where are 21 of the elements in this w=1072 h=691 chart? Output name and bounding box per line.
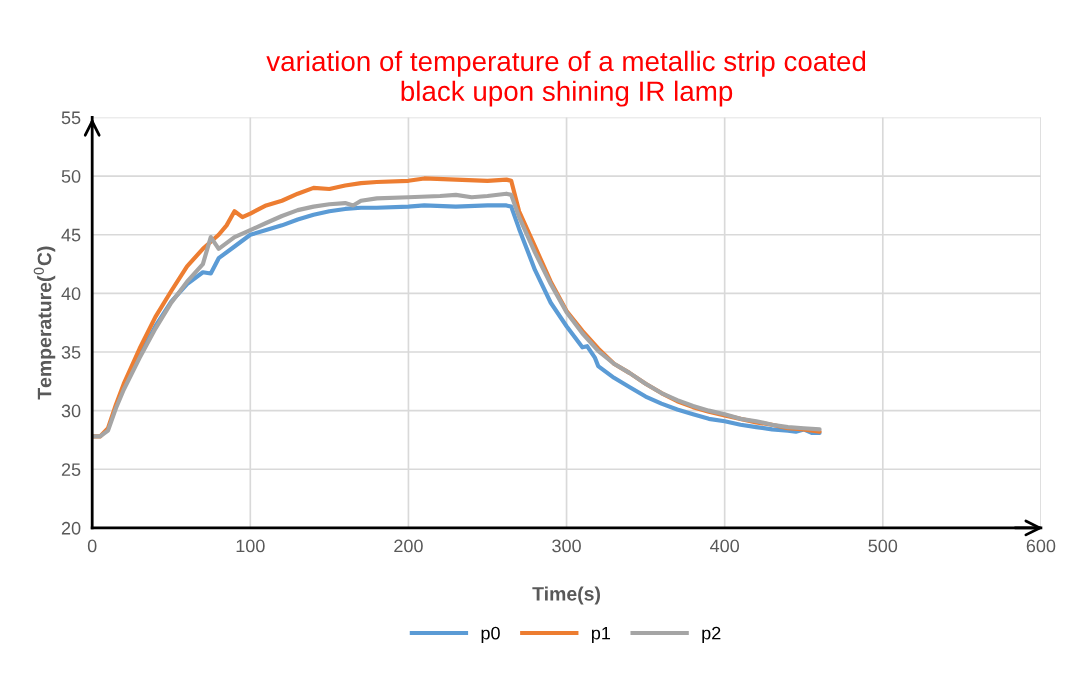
y-tick-label: 30 xyxy=(61,404,81,418)
chart-title: variation of temperature of a metallic strip coated black upon shining IR lamp xyxy=(266,50,866,107)
x-tick-label: 100 xyxy=(236,539,265,553)
legend-label: p2 xyxy=(702,626,721,644)
y-tick-label: 50 xyxy=(61,170,81,183)
legend-label: p0 xyxy=(481,626,500,644)
x-axis-title: Time(s) xyxy=(532,586,600,605)
y-tick-label: 20 xyxy=(61,521,81,535)
y-tick-label: 25 xyxy=(61,463,81,477)
y-tick-label: 55 xyxy=(61,111,81,125)
y-axis-title: Temperature($^{0}$C) xyxy=(33,246,56,400)
y-tick-label: 45 xyxy=(61,228,81,242)
y-tick-label: 40 xyxy=(61,287,81,301)
x-tick-label: 600 xyxy=(1026,539,1056,553)
legend-label: p1 xyxy=(591,626,611,644)
x-tick-label: 300 xyxy=(552,539,581,553)
x-tick-label: 500 xyxy=(868,539,898,553)
y-tick-label: 35 xyxy=(61,345,81,359)
x-tick-label: 0 xyxy=(87,539,97,553)
x-tick-label: 400 xyxy=(710,539,740,553)
x-tick-label: 200 xyxy=(394,539,423,553)
